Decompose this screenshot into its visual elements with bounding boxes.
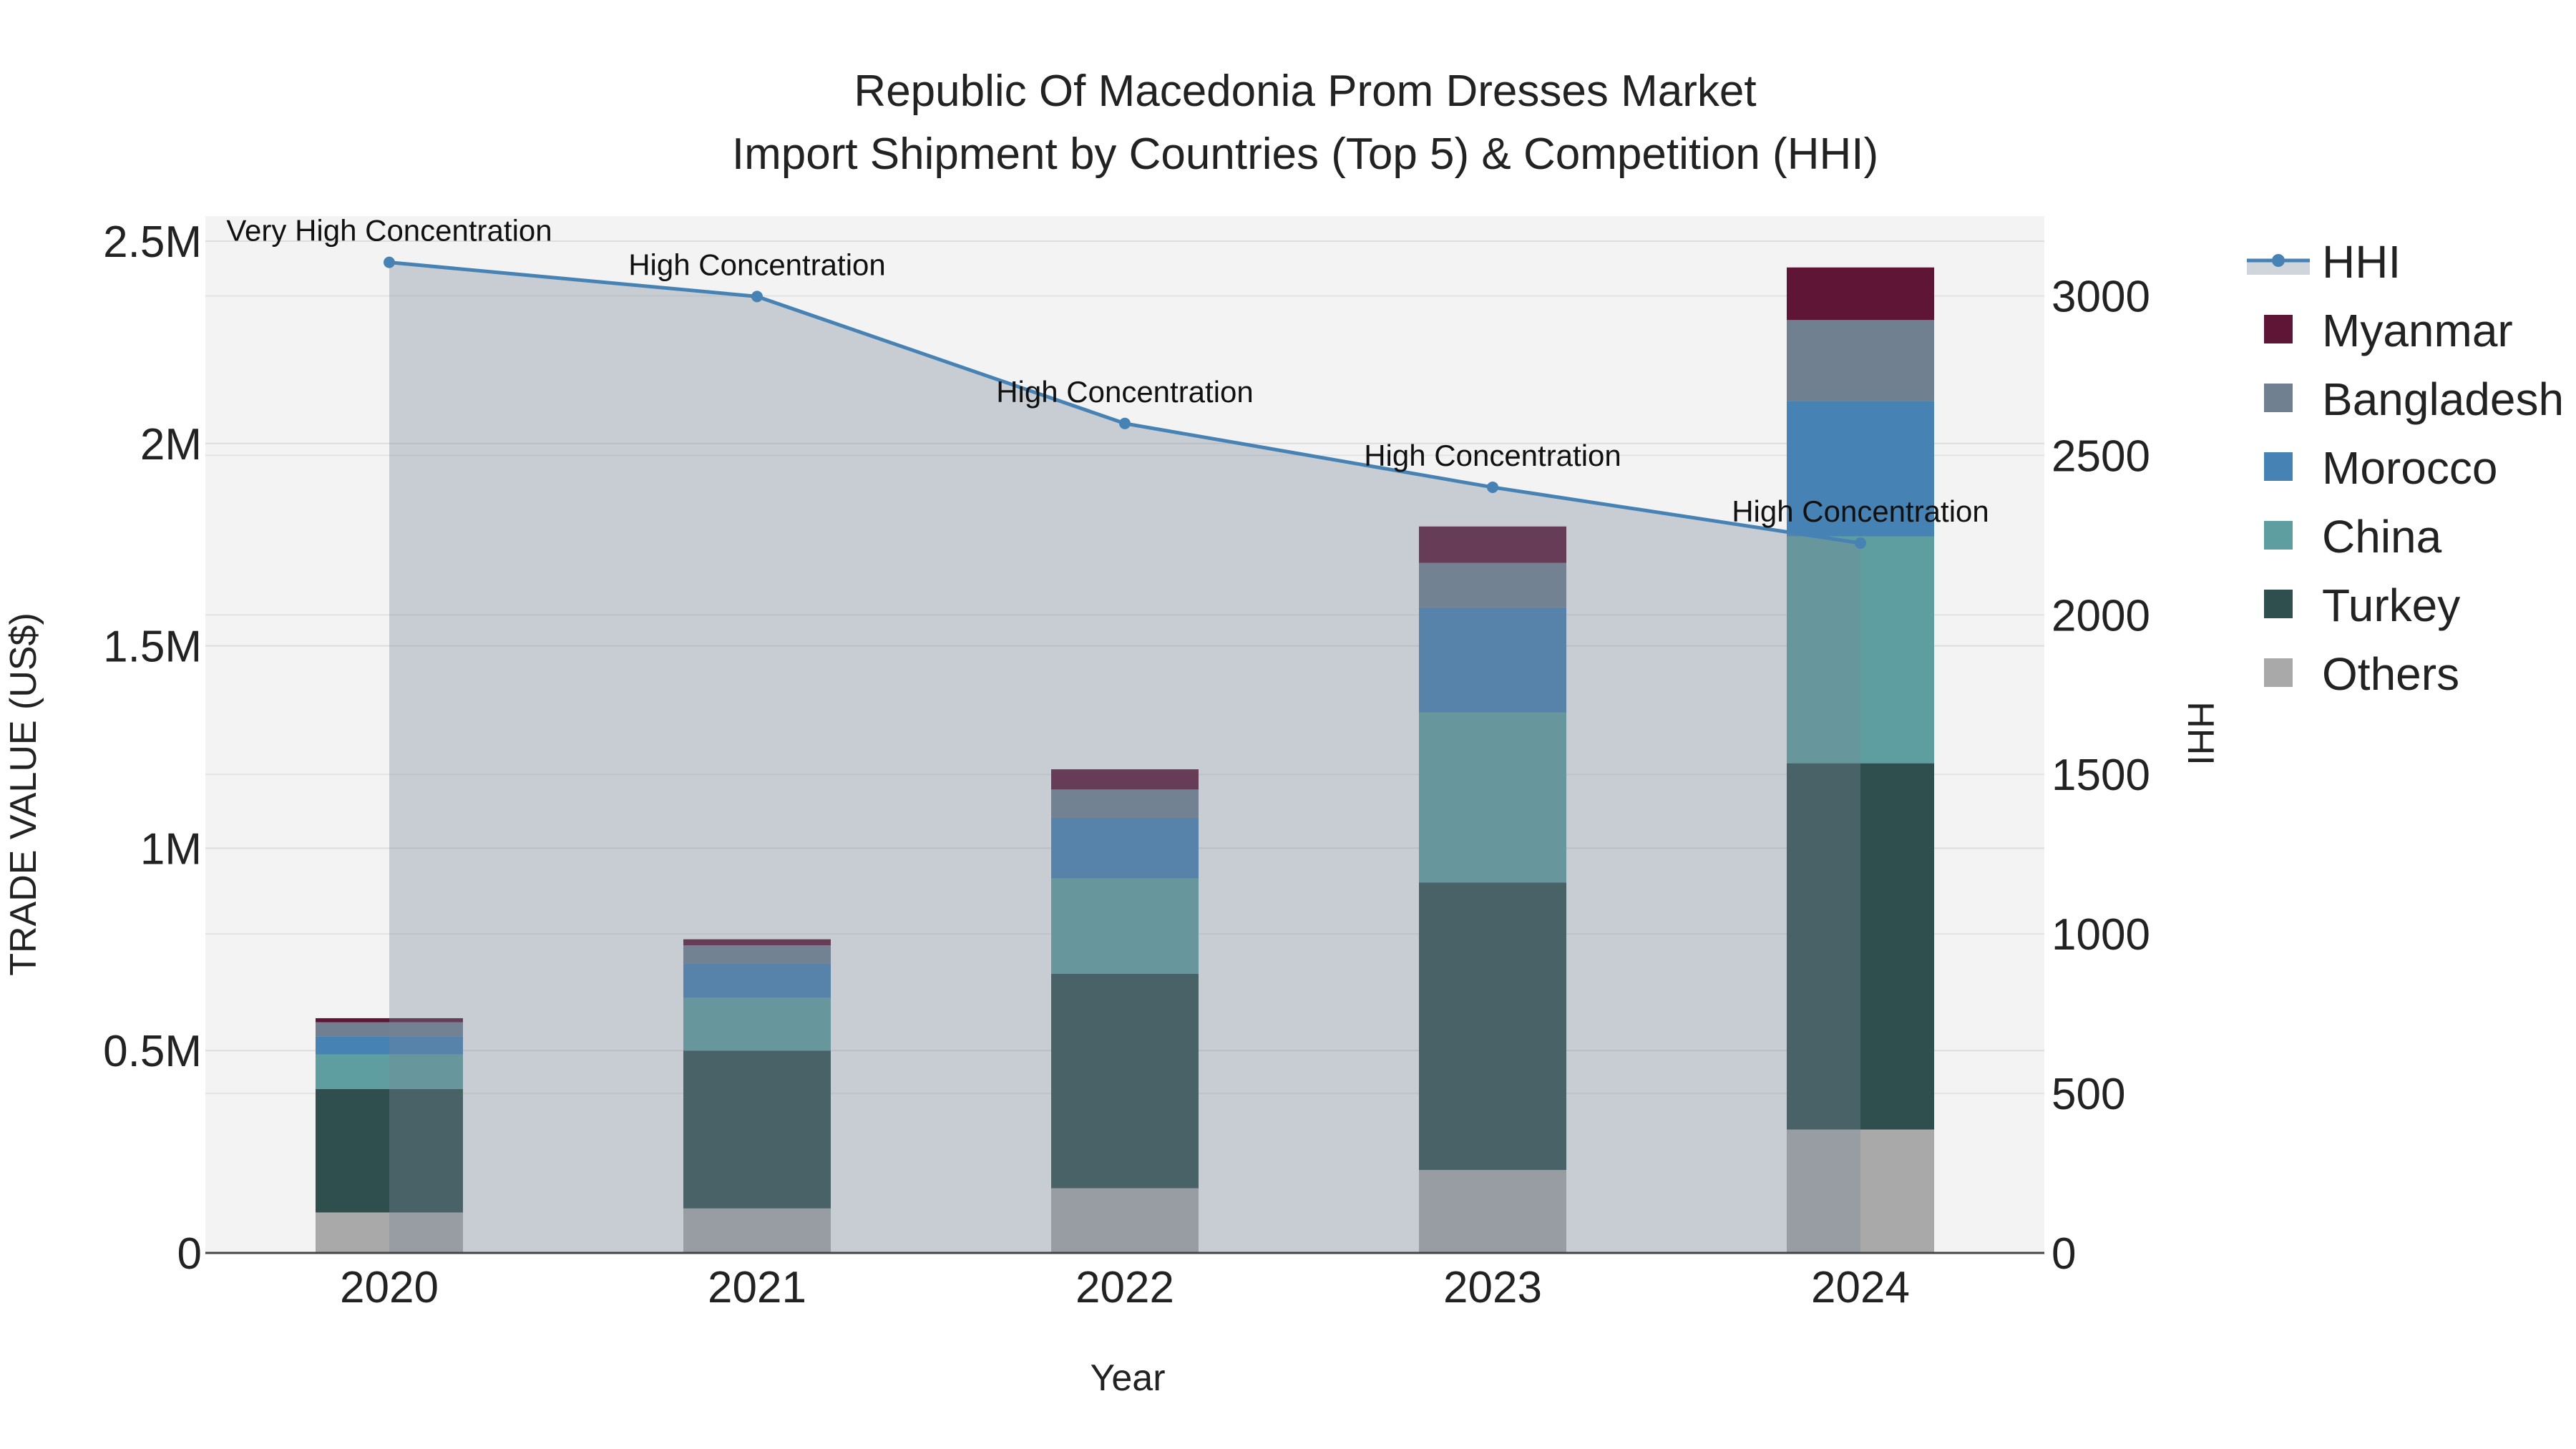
bar-segment-others xyxy=(1051,1188,1199,1253)
legend-label-myanmar: Myanmar xyxy=(2322,305,2513,356)
legend-swatch-turkey xyxy=(2264,590,2293,618)
x-tick-label: 2020 xyxy=(340,1263,439,1312)
y-tick-label: 1M xyxy=(140,824,202,874)
hhi-point xyxy=(751,291,763,303)
y2-tick-label: 2500 xyxy=(2051,431,2150,481)
y-tick-label: 0 xyxy=(177,1229,202,1279)
legend-label-china: China xyxy=(2322,511,2442,562)
x-tick-label: 2023 xyxy=(1443,1263,1542,1312)
bar-segment-turkey xyxy=(316,1088,463,1213)
bars xyxy=(316,267,1934,1253)
bar-segment-china xyxy=(316,1054,463,1089)
bar-segment-myanmar xyxy=(683,939,831,946)
x-tick-label: 2024 xyxy=(1811,1263,1910,1312)
bar-segment-others xyxy=(316,1212,463,1253)
bar-segment-turkey xyxy=(683,1050,831,1209)
y2-tick-label: 1000 xyxy=(2051,910,2150,960)
bar-segment-morocco xyxy=(683,963,831,998)
hhi-annotation: High Concentration xyxy=(1364,439,1621,472)
bar-segment-others xyxy=(1787,1129,1934,1253)
hhi-annotation: High Concentration xyxy=(996,375,1254,409)
bar-segment-morocco xyxy=(1051,817,1199,879)
hhi-point xyxy=(1855,537,1866,549)
hhi-area xyxy=(389,262,1860,1253)
hhi-annotation: Very High Concentration xyxy=(226,214,552,248)
hhi-point xyxy=(1487,481,1498,493)
bar-segment-turkey xyxy=(1787,763,1934,1130)
bar-segment-bangladesh xyxy=(1787,320,1934,401)
legend-swatch-china xyxy=(2264,521,2293,550)
bar-segment-bangladesh xyxy=(683,945,831,964)
chart-subtitle: Import Shipment by Countries (Top 5) & C… xyxy=(732,130,1878,179)
bar-segment-myanmar xyxy=(1787,267,1934,321)
bar-segment-bangladesh xyxy=(316,1022,463,1037)
y2-tick-label: 500 xyxy=(2051,1070,2125,1119)
legend-marker-hhi xyxy=(2272,254,2285,267)
y-tick-label: 2.5M xyxy=(103,218,202,267)
y2-tick-label: 2000 xyxy=(2051,591,2150,640)
y-axis-title: TRADE VALUE (US$) xyxy=(3,613,44,976)
bar-segment-china xyxy=(1419,712,1566,883)
bar-segment-morocco xyxy=(316,1036,463,1055)
hhi-layer: Very High Concentration High Concentratio… xyxy=(226,214,1989,1253)
legend: HHI Myanmar Bangladesh Morocco China Turkey Ot… xyxy=(2247,236,2564,700)
x-tick-label: 2022 xyxy=(1075,1263,1174,1312)
y-tick-label: 0.5M xyxy=(103,1027,202,1076)
legend-swatch-others xyxy=(2264,658,2293,687)
bar-segment-china xyxy=(683,997,831,1051)
bar-segment-bangladesh xyxy=(1051,789,1199,818)
y-tick-label: 1.5M xyxy=(103,623,202,672)
legend-label-turkey: Turkey xyxy=(2322,580,2460,631)
y2-axis-title: HHI xyxy=(2180,701,2221,766)
bar-segment-others xyxy=(683,1208,831,1253)
hhi-annotation: High Concentration xyxy=(628,248,886,281)
bar-segment-turkey xyxy=(1051,973,1199,1189)
bar-segment-myanmar xyxy=(1419,526,1566,563)
y2-tick-label: 0 xyxy=(2051,1229,2076,1279)
x-axis-title: Year xyxy=(1090,1357,1165,1399)
bar-segment-myanmar xyxy=(316,1018,463,1023)
y2-tick-label: 1500 xyxy=(2051,751,2150,800)
hhi-annotation: High Concentration xyxy=(1732,494,1989,528)
x-tick-label: 2021 xyxy=(708,1263,806,1312)
legend-swatch-myanmar xyxy=(2264,315,2293,343)
bar-segment-morocco xyxy=(1787,401,1934,537)
y2-tick-label: 3000 xyxy=(2051,272,2150,321)
legend-label-morocco: Morocco xyxy=(2322,442,2497,494)
legend-label-bangladesh: Bangladesh xyxy=(2322,374,2564,425)
bar-segment-turkey xyxy=(1419,882,1566,1171)
chart-title: Republic Of Macedonia Prom Dresses Marke… xyxy=(854,67,1756,116)
legend-label-others: Others xyxy=(2322,648,2459,700)
bar-segment-morocco xyxy=(1419,607,1566,713)
bar-segment-china xyxy=(1051,878,1199,974)
bar-segment-others xyxy=(1419,1170,1566,1253)
legend-swatch-hhi-area xyxy=(2247,260,2310,275)
hhi-point xyxy=(1119,417,1131,429)
bar-segment-china xyxy=(1787,536,1934,763)
bar-segment-bangladesh xyxy=(1419,562,1566,608)
hhi-point xyxy=(384,256,395,268)
bar-segment-myanmar xyxy=(1051,769,1199,790)
legend-label-hhi: HHI xyxy=(2322,236,2401,288)
legend-swatch-morocco xyxy=(2264,452,2293,481)
y-tick-label: 2M xyxy=(140,420,202,469)
ticks: 0 0.5M 1M 1.5M 2M 2.5M 0 500 1000 1500 2000 2500 300… xyxy=(103,218,2150,1312)
legend-swatch-bangladesh xyxy=(2264,384,2293,412)
